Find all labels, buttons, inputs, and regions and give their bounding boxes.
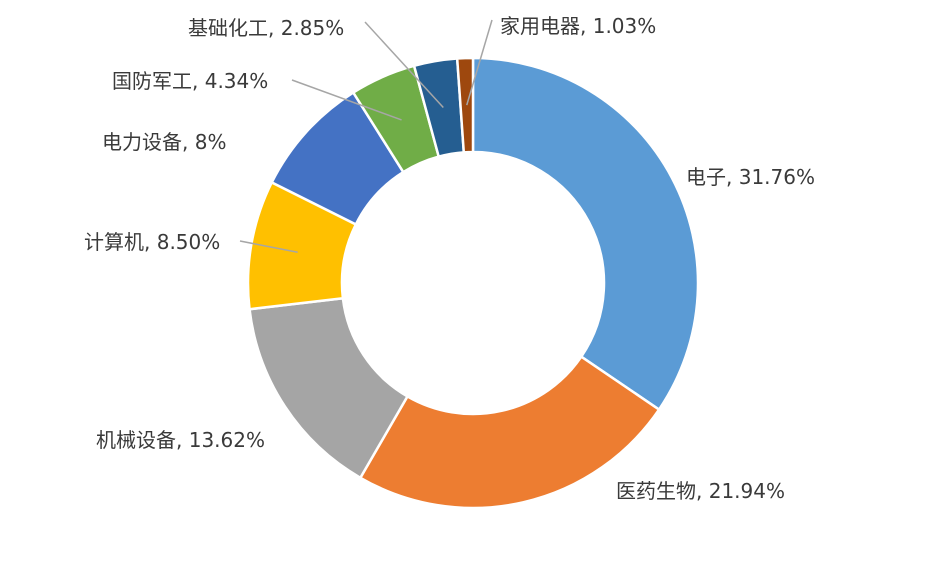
slice-label-guofangjungong: 国防军工, 4.34% [112, 69, 268, 93]
slice-label-jiayongdianqi: 家用电器, 1.03% [500, 14, 656, 38]
leader-line-jisuanji [239, 240, 298, 254]
slice-yiyaoshengwu [358, 354, 661, 510]
slice-jiayongdianqi [455, 56, 475, 154]
slice-label-dianzi: 电子, 31.76% [686, 165, 815, 189]
slice-label-jixieshebei: 机械设备, 13.62% [96, 428, 265, 452]
labels-group: 电子, 31.76% 医药生物, 21.94% 机械设备, 13.62% 计算机… [84, 14, 815, 503]
leader-lines-group [239, 19, 493, 254]
slice-label-dianlishebei: 电力设备, 8% [102, 130, 226, 154]
slices-group [246, 56, 700, 510]
leader-line-jichuhuagong [364, 21, 444, 109]
slice-label-yiyaoshengwu: 医药生物, 21.94% [616, 479, 785, 503]
leader-line-guofangjungong [291, 79, 402, 121]
slice-label-jichuhuagong: 基础化工, 2.85% [188, 16, 344, 40]
slice-dianzi [471, 56, 700, 412]
slice-label-jisuanji: 计算机, 8.50% [84, 230, 220, 254]
leader-line-jiayongdianqi [466, 19, 493, 106]
